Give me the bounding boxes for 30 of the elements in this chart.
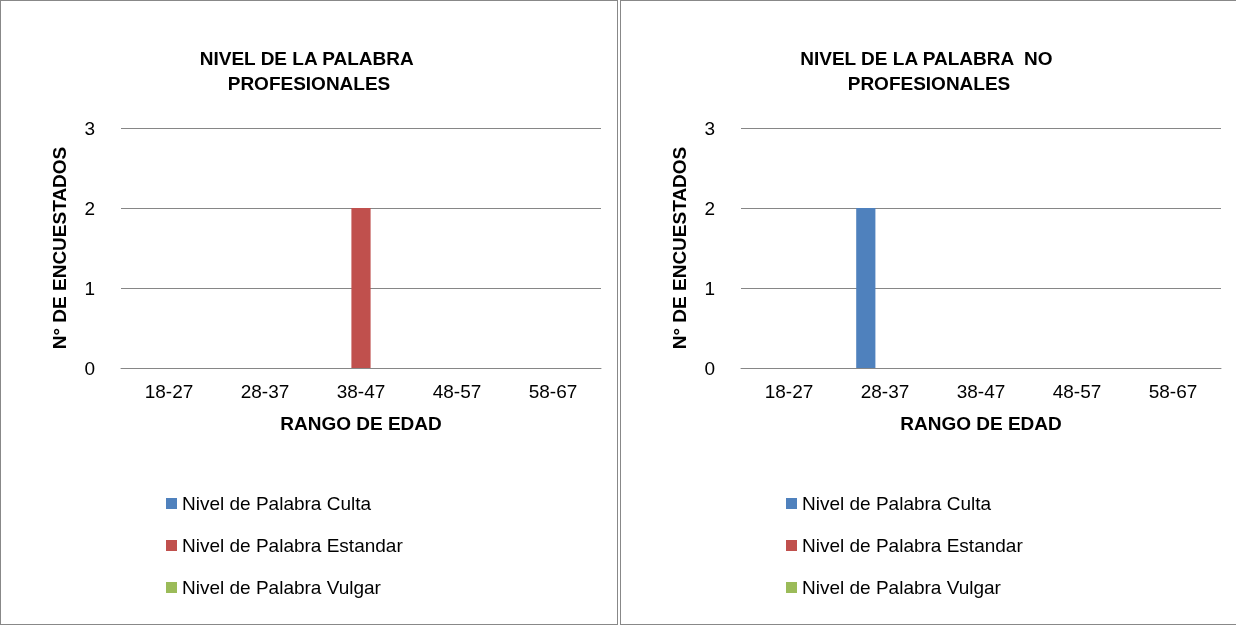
chart-title: NIVEL DE LA PALABRA PROFESIONALES [199,48,419,94]
y-tick-label: 3 [704,117,715,139]
y-axis-title: N° DE ENCUESTADOS [669,146,690,350]
y-tick-label: 3 [84,117,95,139]
legend-label: Nivel de Palabra Culta [182,493,372,514]
x-tick-label: 48-57 [1052,381,1102,402]
y-tick-label: 0 [704,357,715,379]
legend-label: Nivel de Palabra Estandar [802,535,1024,556]
y-tick-label: 1 [84,277,95,299]
legend-label: Nivel de Palabra Culta [802,493,992,514]
x-tick-label: 18-27 [764,381,814,402]
y-tick-label: 0 [84,357,95,379]
y-tick-label: 2 [84,197,95,219]
y-axis-title: N° DE ENCUESTADOS [49,146,70,350]
x-axis-title: RANGO DE EDAD [280,413,442,434]
chart-title: NIVEL DE LA PALABRA NO PROFESIONALES [800,48,1058,94]
y-tick-label: 2 [704,197,715,219]
x-tick-label: 18-27 [144,381,194,402]
legend-label: Nivel de Palabra Estandar [182,535,404,556]
legend-label: Nivel de Palabra Vulgar [182,577,382,598]
x-tick-label: 28-37 [240,381,290,402]
x-tick-label: 48-57 [432,381,482,402]
x-tick-label: 38-47 [956,381,1006,402]
x-tick-label: 28-37 [860,381,910,402]
x-tick-label: 58-67 [1148,381,1198,402]
y-tick-label: 1 [704,277,715,299]
legend-label: Nivel de Palabra Vulgar [802,577,1002,598]
x-axis-title: RANGO DE EDAD [900,413,1062,434]
x-tick-label: 38-47 [336,381,386,402]
x-tick-label: 58-67 [528,381,578,402]
